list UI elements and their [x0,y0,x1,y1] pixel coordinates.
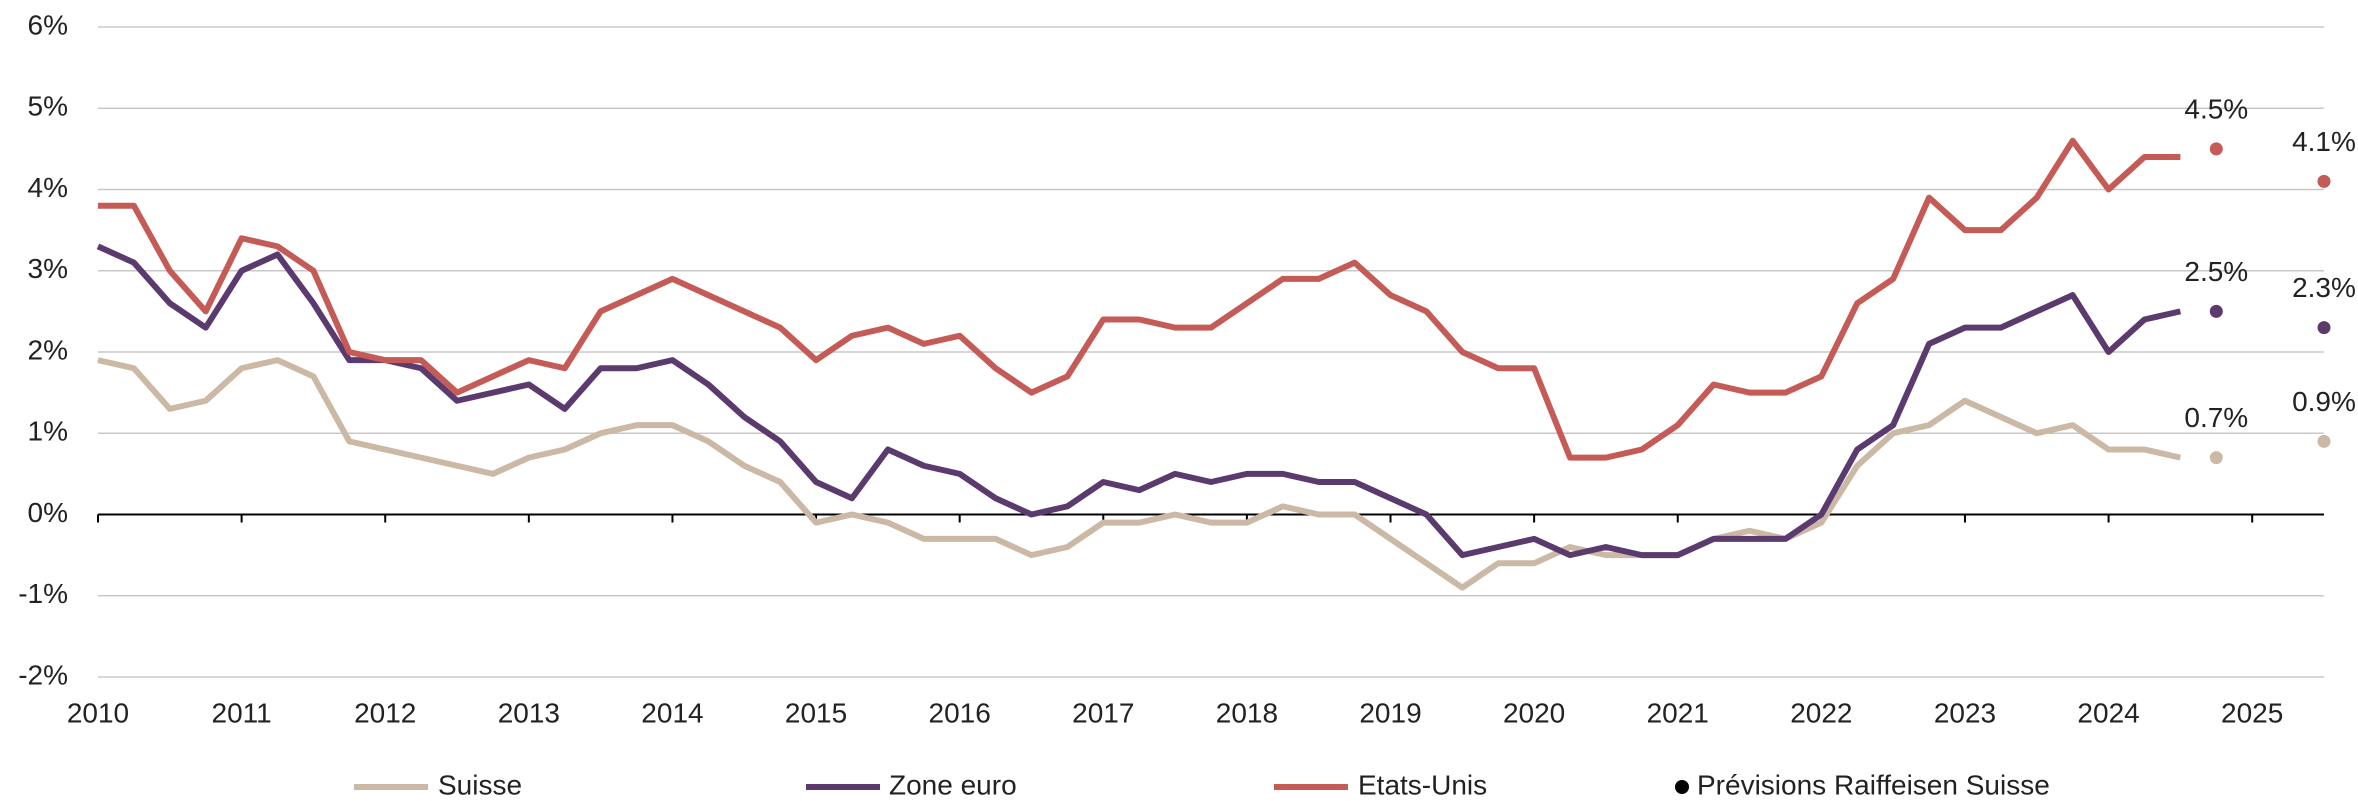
y-tick-label: -2% [18,659,68,690]
y-tick-label: 5% [28,91,68,122]
x-tick-label: 2023 [1934,697,1996,728]
x-tick-label: 2016 [929,697,991,728]
y-tick-label: -1% [18,578,68,609]
forecast-label: 0.7% [2184,402,2248,433]
x-tick-label: 2019 [1359,697,1421,728]
x-tick-label: 2010 [67,697,129,728]
x-tick-label: 2013 [498,697,560,728]
legend-label: Etats-Unis [1358,769,1487,800]
y-tick-label: 6% [28,9,68,40]
x-tick-label: 2012 [354,697,416,728]
forecast-dot [2209,304,2223,318]
x-tick-label: 2021 [1647,697,1709,728]
x-tick-label: 2015 [785,697,847,728]
forecast-dot [2317,321,2331,335]
forecast-dot [2317,174,2331,188]
series-line [97,357,2182,591]
x-tick-label: 2017 [1072,697,1134,728]
x-tick-label: 2022 [1790,697,1852,728]
x-tick-label: 2018 [1216,697,1278,728]
x-tick-label: 2020 [1503,697,1565,728]
series-line [96,243,2182,559]
forecast-dot [2209,142,2223,156]
forecast-label: 2.3% [2292,272,2356,303]
y-tick-label: 0% [28,497,68,528]
y-tick-label: 3% [28,253,68,284]
legend-dot [1675,780,1689,794]
x-tick-label: 2014 [641,697,703,728]
series-line [98,137,2181,461]
forecast-label: 2.5% [2184,256,2248,287]
y-tick-label: 2% [28,334,68,365]
x-tick-label: 2024 [2077,697,2139,728]
y-tick-label: 1% [28,416,68,447]
legend-label: Zone euro [889,769,1017,800]
y-tick-label: 4% [28,172,68,203]
forecast-dot [2317,434,2331,448]
x-tick-label: 2011 [212,697,272,728]
forecast-dot [2209,451,2223,465]
forecast-label: 4.5% [2184,93,2248,124]
x-tick-label: 2025 [2221,697,2283,728]
legend-label: Suisse [438,769,522,800]
forecast-label: 4.1% [2292,126,2356,157]
legend-label: Prévisions Raiffeisen Suisse [1697,769,2050,800]
forecast-label: 0.9% [2292,386,2356,417]
